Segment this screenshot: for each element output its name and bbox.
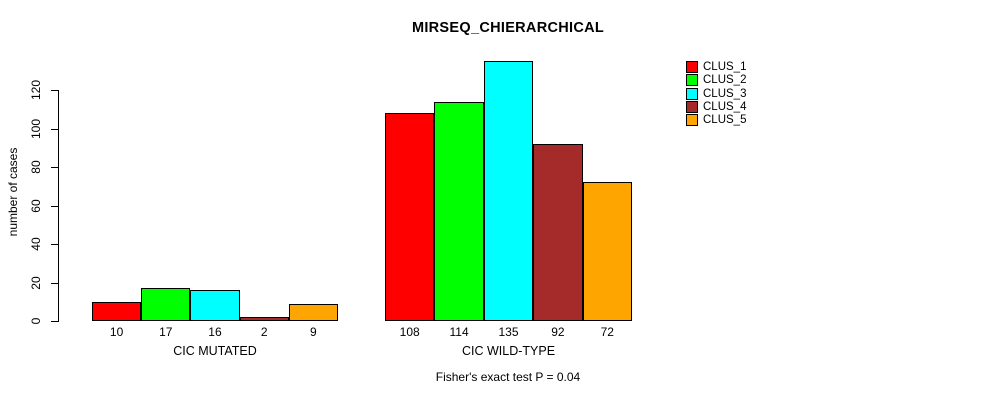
bar-value-label: 92 — [551, 325, 565, 339]
legend-swatch-icon — [686, 101, 698, 114]
legend-item-clus_4: CLUS_4 — [686, 101, 747, 114]
y-tick-label: 80 — [29, 160, 43, 174]
legend-item-clus_5: CLUS_5 — [686, 114, 747, 127]
y-tick-label: 100 — [29, 118, 43, 139]
bar-value-label: 114 — [449, 325, 469, 339]
y-tick-mark — [51, 282, 58, 284]
legend-label: CLUS_4 — [703, 101, 747, 114]
y-tick-mark — [51, 128, 58, 130]
legend-item-clus_1: CLUS_1 — [686, 61, 747, 74]
bar-clus_3-cic-mutated — [190, 290, 240, 321]
legend-item-clus_2: CLUS_2 — [686, 74, 747, 87]
bar-clus_1-cic-mutated — [92, 301, 142, 321]
legend-swatch-icon — [686, 74, 698, 87]
y-tick-mark — [51, 90, 58, 91]
bar-value-label: 17 — [159, 325, 173, 339]
x-group-label: CIC MUTATED — [173, 344, 257, 358]
legend-label: CLUS_5 — [703, 114, 747, 127]
bar-value-label: 72 — [600, 325, 614, 339]
bar-value-label: 16 — [208, 325, 222, 339]
y-tick-label: 40 — [29, 237, 43, 251]
bar-value-label: 2 — [260, 325, 268, 339]
legend-label: CLUS_3 — [703, 87, 747, 100]
legend-swatch-icon — [686, 87, 698, 100]
bar-value-label: 9 — [310, 325, 317, 339]
y-tick-mark — [51, 244, 58, 245]
bar-clus_4-cic-mutated — [239, 317, 289, 321]
chart-title: MIRSEQ_CHIERARCHICAL — [411, 20, 605, 36]
bar-value-label: 135 — [498, 325, 519, 339]
x-group-label: CIC WILD-TYPE — [461, 344, 556, 358]
y-tick-mark — [51, 167, 58, 168]
bar-clus_5-cic-mutated — [288, 303, 338, 321]
legend-swatch-icon — [686, 61, 698, 74]
annotation-text: Fisher's exact test P = 0.04 — [435, 370, 581, 384]
legend-swatch-icon — [686, 114, 698, 127]
bar-value-label: 10 — [109, 325, 124, 339]
y-tick-label: 20 — [29, 275, 43, 290]
y-axis-line — [58, 90, 59, 322]
legend-label: CLUS_2 — [703, 74, 747, 87]
bar-clus_4-cic-wild-type — [533, 143, 583, 321]
bar-clus_1-cic-wild-type — [385, 113, 435, 321]
bar-clus_5-cic-wild-type — [582, 182, 632, 321]
legend-label: CLUS_1 — [703, 61, 747, 74]
legend: CLUS_1 CLUS_2 CLUS_3 CLUS_4 CLUS_5 — [686, 61, 746, 127]
y-tick-label: 60 — [29, 198, 43, 213]
bar-clus_2-cic-mutated — [141, 288, 191, 321]
bar-clus_2-cic-wild-type — [434, 101, 484, 321]
y-tick-label: 0 — [29, 317, 43, 325]
y-axis-label: number of cases — [6, 147, 20, 237]
bar-value-label: 108 — [399, 325, 420, 339]
y-tick-mark — [51, 321, 58, 322]
bar-clus_3-cic-wild-type — [483, 61, 534, 321]
legend-item-clus_3: CLUS_3 — [686, 87, 747, 100]
y-tick-mark — [51, 205, 58, 207]
y-tick-label: 120 — [29, 79, 43, 101]
